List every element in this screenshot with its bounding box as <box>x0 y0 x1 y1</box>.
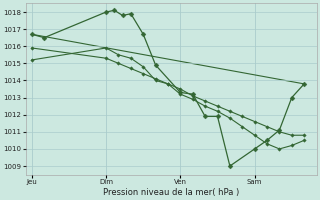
X-axis label: Pression niveau de la mer( hPa ): Pression niveau de la mer( hPa ) <box>103 188 239 197</box>
